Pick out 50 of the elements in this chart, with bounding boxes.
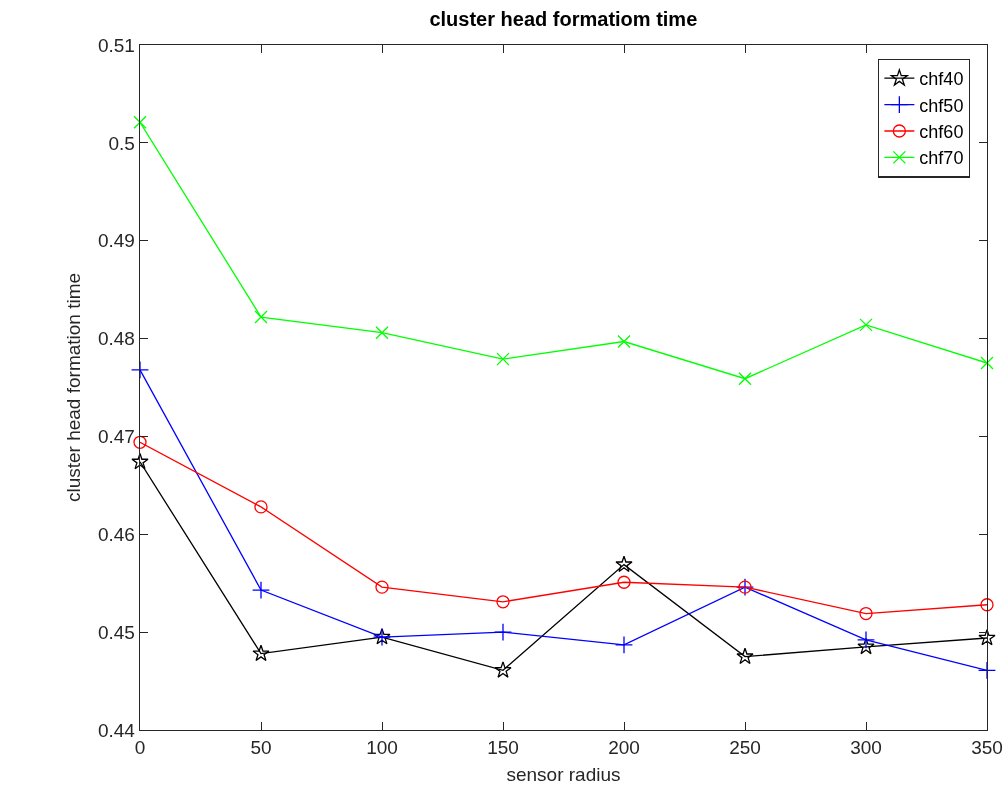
point [614,635,634,654]
point [496,595,510,609]
x-tick-label: 50 [250,737,272,759]
point [130,360,150,379]
y-tick-label: 0.48 [97,328,135,350]
point [133,115,147,129]
legend-label: chf70 [919,148,964,169]
point [254,310,268,324]
point [856,630,876,650]
y-tick-label: 0.44 [97,719,136,741]
point [251,581,271,600]
point [252,644,270,662]
x-tick-label: 350 [971,737,1003,759]
point [133,435,147,449]
point [978,628,996,646]
point [617,334,631,349]
point [738,372,752,386]
legend-label: chf50 [919,95,964,116]
y-tick-label: 0.5 [108,132,135,154]
y-tick-label: 0.46 [97,523,135,545]
y-tick-label: 0.45 [97,621,135,643]
point [977,661,997,680]
point [859,606,873,621]
point [493,623,513,642]
x-tick-label: 0 [134,737,146,759]
point [131,452,149,470]
y-tick-label: 0.49 [97,230,135,252]
point [980,356,994,370]
x-tick-label: 250 [729,737,761,759]
x-tick-label: 150 [487,737,519,759]
point [859,318,873,332]
point [254,500,268,514]
x-tick-label: 200 [608,737,640,759]
legend-label: chf60 [919,122,964,143]
point [617,575,631,589]
point [980,598,994,612]
y-tick-label: 0.47 [97,426,135,448]
point [615,555,633,573]
x-tick-label: 300 [850,737,882,759]
x-tick-label: 100 [366,737,398,759]
y-axis-title: cluster head formation time [62,272,84,503]
point [736,647,754,665]
point [375,580,389,594]
point [496,352,510,366]
legend-label: chf40 [919,69,964,90]
y-tick-label: 0.51 [97,34,135,56]
point [494,661,512,678]
point [375,326,389,340]
x-axis-title: sensor radius [506,763,621,785]
chart-title: cluster head formatiom time [429,8,698,31]
